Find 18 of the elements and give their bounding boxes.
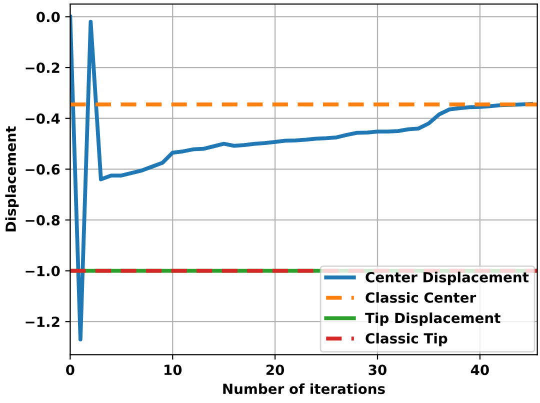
legend-label: Center Displacement	[366, 272, 529, 286]
y-tick-label: −1.2	[26, 316, 60, 327]
y-tick-label: −0.6	[26, 164, 60, 175]
x-tick-label: 10	[164, 364, 182, 376]
y-tick-label: −0.4	[26, 113, 60, 124]
x-tick-label: 20	[266, 364, 284, 376]
legend-label: Tip Displacement	[365, 312, 500, 326]
y-axis-title: Displacement	[5, 126, 19, 232]
y-tick-label: 0.0	[36, 12, 60, 22]
y-tick-label: −0.2	[26, 62, 60, 74]
y-tick-label: −1.0	[26, 266, 60, 276]
legend-label: Classic Center	[366, 292, 476, 303]
x-tick-label: 30	[368, 364, 386, 376]
legend-label: Classic Tip	[366, 332, 448, 346]
x-axis-title: Number of iterations	[223, 383, 385, 394]
x-tick-label: 0	[66, 364, 74, 376]
y-tick-label: −0.8	[26, 214, 60, 226]
x-tick-label: 40	[470, 364, 489, 376]
